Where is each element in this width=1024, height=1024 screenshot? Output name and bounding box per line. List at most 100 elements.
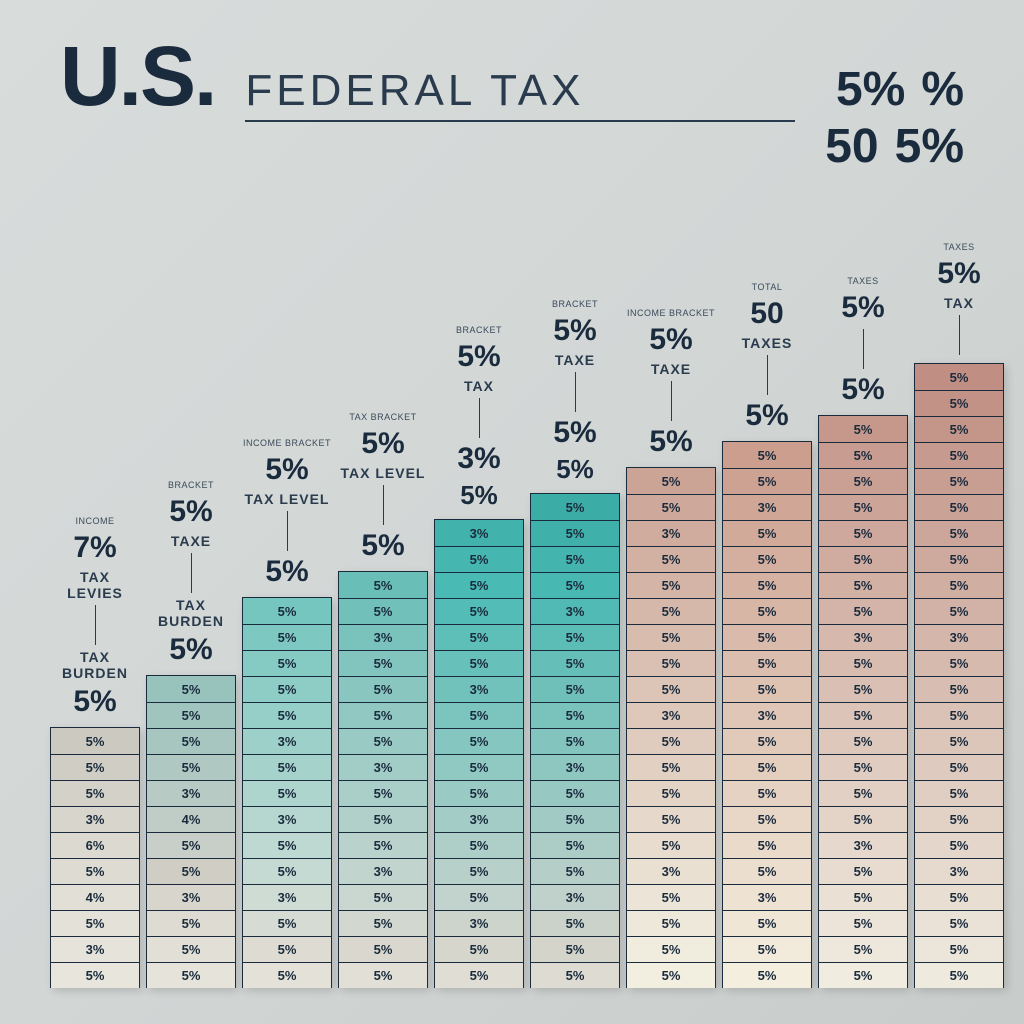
header-pct-4: 5% xyxy=(895,119,964,174)
column-mid-sub: TAX BURDEN xyxy=(50,649,140,681)
bar-segment: 5% xyxy=(915,572,1003,598)
bar-segment: 3% xyxy=(627,702,715,728)
bar-stack: 5%5%3%5%5%5%3%5%5%5%5%3%5%5%5%5%5%3% xyxy=(434,519,524,988)
bar-segment: 5% xyxy=(723,546,811,572)
bar-segment: 3% xyxy=(819,832,907,858)
bar-segment: 5% xyxy=(723,728,811,754)
bar-segment: 5% xyxy=(435,936,523,962)
bar-segment: 5% xyxy=(435,962,523,988)
bar-segment: 5% xyxy=(819,962,907,988)
bar-segment: 5% xyxy=(435,780,523,806)
column-pct-label: 5% xyxy=(265,453,308,487)
bar-segment: 3% xyxy=(435,520,523,546)
bar-segment: 5% xyxy=(915,962,1003,988)
column-tiny-label: BRACKET xyxy=(168,481,214,491)
bar-segment: 5% xyxy=(435,884,523,910)
bar-segment: 5% xyxy=(723,780,811,806)
column-header: INCOME BRACKET5%TAX LEVEL5% xyxy=(242,439,332,589)
bar-segment: 5% xyxy=(723,468,811,494)
bar-segment: 5% xyxy=(819,884,907,910)
bar-segment: 5% xyxy=(819,780,907,806)
bar-segment: 3% xyxy=(723,702,811,728)
bar-segment: 5% xyxy=(339,832,427,858)
bar-stack: 5%5%5%5%3%5%5%5%3%5%5%5%5%3%5%5% xyxy=(338,571,428,988)
bar-segment: 5% xyxy=(51,858,139,884)
leader-line xyxy=(575,372,576,412)
bar-segment: 5% xyxy=(627,936,715,962)
bar-segment: 5% xyxy=(627,962,715,988)
bar-segment: 5% xyxy=(531,780,619,806)
bar-segment: 5% xyxy=(819,936,907,962)
bar-segment: 3% xyxy=(243,728,331,754)
bar-segment: 5% xyxy=(627,468,715,494)
bar-segment: 5% xyxy=(243,936,331,962)
bar-segment: 5% xyxy=(339,702,427,728)
bar-segment: 5% xyxy=(915,364,1003,390)
leader-line xyxy=(479,398,480,438)
bar-segment: 5% xyxy=(627,598,715,624)
bar-column: INCOME BRACKET5%TAX LEVEL5%5%5%5%3%5%5%3… xyxy=(242,597,332,988)
column-mid-pct: 5% xyxy=(649,425,692,459)
bar-segment: 5% xyxy=(51,754,139,780)
bar-segment: 3% xyxy=(435,676,523,702)
bar-segment: 5% xyxy=(627,832,715,858)
bar-segment: 5% xyxy=(531,702,619,728)
bar-segment: 5% xyxy=(531,962,619,988)
leader-line xyxy=(383,485,384,525)
fedtax-title: FEDERAL TAX xyxy=(245,66,795,122)
bar-segment: 5% xyxy=(723,910,811,936)
leader-line xyxy=(959,315,960,355)
column-tiny-label: INCOME BRACKET xyxy=(243,439,331,449)
bar-segment: 5% xyxy=(723,598,811,624)
bar-segment: 5% xyxy=(531,858,619,884)
column-tiny-label: TAXES xyxy=(943,243,974,253)
bar-segment: 5% xyxy=(339,780,427,806)
column-pct-label: 5% xyxy=(361,427,404,461)
bar-segment: 5% xyxy=(339,676,427,702)
bar-segment: 3% xyxy=(147,780,235,806)
bar-segment: 5% xyxy=(915,780,1003,806)
bar-segment: 5% xyxy=(723,858,811,884)
bar-segment: 5% xyxy=(819,598,907,624)
bar-segment: 5% xyxy=(531,676,619,702)
column-header: BRACKET5%TAXETAX BURDEN5% xyxy=(146,481,236,667)
bar-stack: 5%5%5%3%5%5%4%3%5%5%5%5% xyxy=(146,675,236,988)
leader-line xyxy=(95,605,96,645)
bar-segment: 5% xyxy=(435,572,523,598)
bar-segment: 5% xyxy=(627,754,715,780)
chart-header: U.S. FEDERAL TAX 5% % 50 5% xyxy=(60,28,964,174)
bar-segment: 5% xyxy=(915,546,1003,572)
bar-segment: 5% xyxy=(819,858,907,884)
bar-segment: 3% xyxy=(147,884,235,910)
bar-segment: 5% xyxy=(915,520,1003,546)
bar-segment: 5% xyxy=(627,780,715,806)
bar-segment: 3% xyxy=(51,936,139,962)
bar-segment: 5% xyxy=(339,936,427,962)
column-sub-label: TAXES xyxy=(742,335,793,351)
bar-segment: 3% xyxy=(339,858,427,884)
bar-segment: 5% xyxy=(243,676,331,702)
leader-line xyxy=(287,511,288,551)
bar-segment: 5% xyxy=(723,650,811,676)
column-sub-label: TAX xyxy=(464,378,494,394)
column-mid-pct: 3% xyxy=(457,442,500,476)
bar-segment: 5% xyxy=(915,468,1003,494)
bar-segment: 5% xyxy=(147,676,235,702)
bar-segment: 5% xyxy=(531,520,619,546)
bar-segment: 5% xyxy=(819,702,907,728)
bar-segment: 5% xyxy=(819,468,907,494)
us-label: U.S. xyxy=(60,28,215,125)
bar-segment: 5% xyxy=(435,728,523,754)
bar-stack: 5%5%5%5%3%5%5%5%5%5%5%5%5%3%5%5%5%5%5%5%… xyxy=(914,363,1004,988)
bar-segment: 5% xyxy=(915,832,1003,858)
bar-segment: 5% xyxy=(531,832,619,858)
bar-segment: 5% xyxy=(147,754,235,780)
column-mid-pct: 5% xyxy=(169,633,212,667)
bar-segment: 3% xyxy=(627,858,715,884)
bar-segment: 5% xyxy=(147,962,235,988)
column-sub-label: TAX LEVEL xyxy=(245,491,330,507)
bar-segment: 5% xyxy=(531,624,619,650)
bar-segment: 5% xyxy=(147,858,235,884)
bar-stack: 5%5%5%3%5%5%5%5%5%5%3%5%5%5%5%5%5%5%3%5%… xyxy=(722,441,812,988)
bar-segment: 5% xyxy=(531,572,619,598)
